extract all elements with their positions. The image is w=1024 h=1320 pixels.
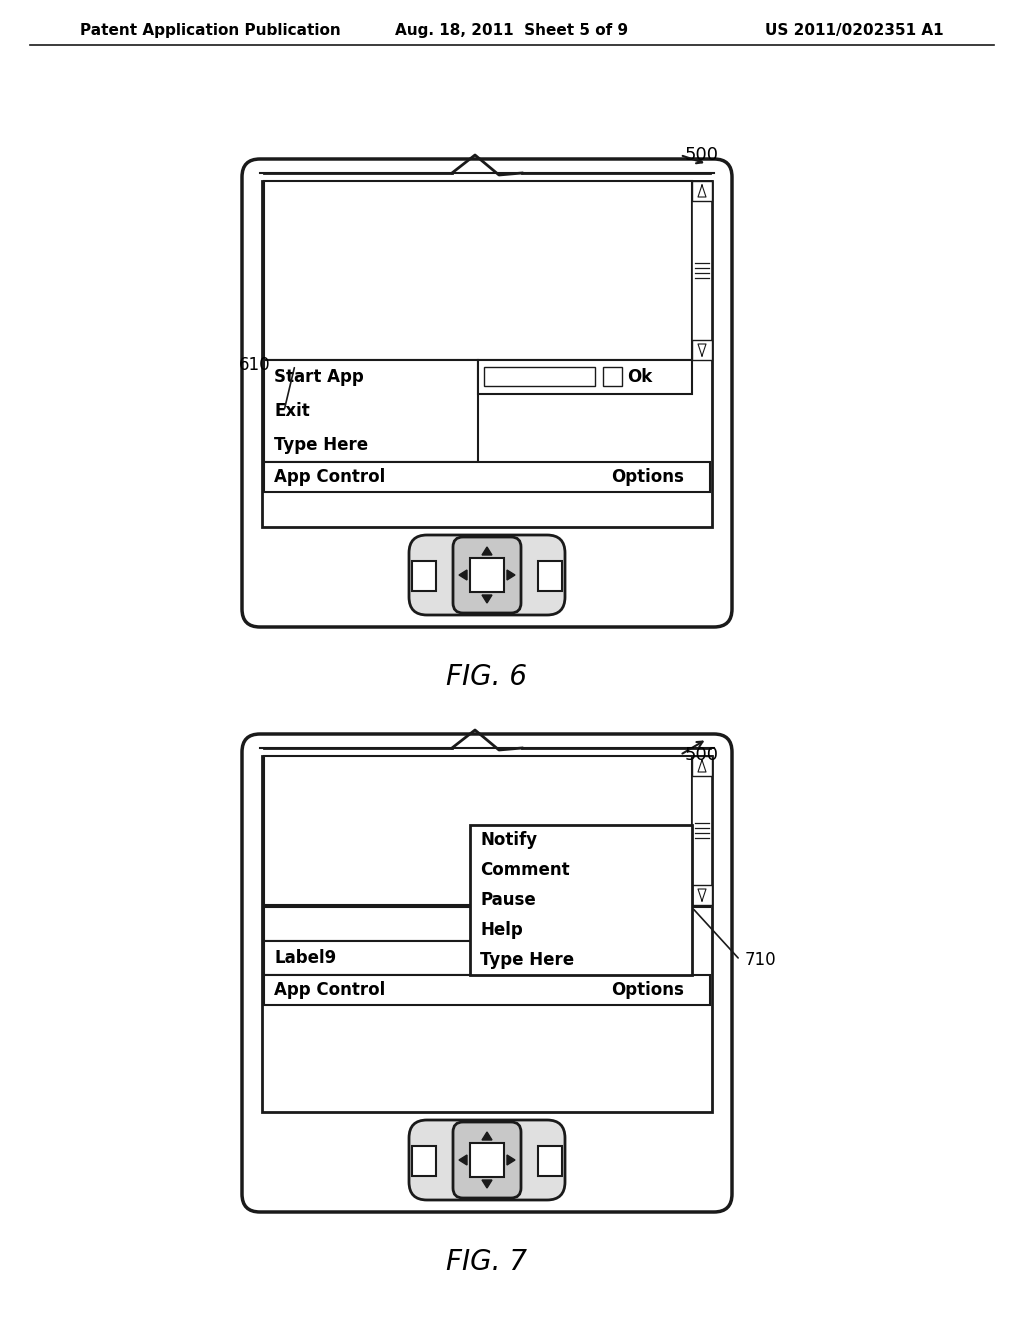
Bar xyxy=(262,181,712,527)
Polygon shape xyxy=(459,570,467,579)
Bar xyxy=(603,367,622,385)
Text: Notify: Notify xyxy=(480,832,538,849)
Bar xyxy=(692,756,712,906)
FancyBboxPatch shape xyxy=(453,1122,521,1199)
Text: Comment: Comment xyxy=(480,861,569,879)
Polygon shape xyxy=(482,1133,492,1140)
Bar xyxy=(264,181,692,360)
Bar xyxy=(262,756,712,1111)
Bar xyxy=(264,756,692,906)
Text: 610: 610 xyxy=(239,356,270,374)
Text: Type Here: Type Here xyxy=(274,436,368,454)
Text: US 2011/0202351 A1: US 2011/0202351 A1 xyxy=(765,22,944,37)
Text: Aug. 18, 2011  Sheet 5 of 9: Aug. 18, 2011 Sheet 5 of 9 xyxy=(395,22,629,37)
FancyBboxPatch shape xyxy=(453,537,521,612)
FancyBboxPatch shape xyxy=(409,1119,565,1200)
Bar xyxy=(692,884,712,906)
Polygon shape xyxy=(482,1180,492,1188)
Text: Exit: Exit xyxy=(274,403,309,420)
Text: App Control: App Control xyxy=(274,469,385,486)
Polygon shape xyxy=(459,1155,467,1166)
Bar xyxy=(470,1143,504,1177)
Text: Start App: Start App xyxy=(274,368,364,385)
Text: 500: 500 xyxy=(685,746,719,764)
Bar xyxy=(264,941,478,975)
Bar xyxy=(264,462,710,492)
Text: 710: 710 xyxy=(745,950,776,969)
Text: Help: Help xyxy=(480,921,522,939)
Bar xyxy=(538,561,562,591)
Bar xyxy=(692,756,712,776)
Text: Pause: Pause xyxy=(480,891,536,909)
Text: Label9: Label9 xyxy=(274,949,336,968)
Text: Ok: Ok xyxy=(627,368,652,385)
Bar xyxy=(538,1146,562,1176)
Text: FIG. 7: FIG. 7 xyxy=(446,1247,527,1276)
Bar xyxy=(692,341,712,360)
Bar xyxy=(470,558,504,591)
Bar xyxy=(412,1146,436,1176)
Polygon shape xyxy=(482,595,492,603)
Text: 500: 500 xyxy=(685,147,719,164)
Bar xyxy=(470,825,692,975)
FancyBboxPatch shape xyxy=(242,734,732,1212)
Bar xyxy=(264,907,478,941)
Polygon shape xyxy=(507,1155,515,1166)
Bar xyxy=(264,360,478,462)
Bar xyxy=(412,561,436,591)
Bar xyxy=(264,975,710,1005)
FancyBboxPatch shape xyxy=(409,535,565,615)
Bar xyxy=(484,367,595,385)
Polygon shape xyxy=(482,546,492,554)
Bar xyxy=(692,181,712,201)
Text: Type Here: Type Here xyxy=(480,950,574,969)
FancyBboxPatch shape xyxy=(242,158,732,627)
Text: Patent Application Publication: Patent Application Publication xyxy=(80,22,341,37)
Text: Options: Options xyxy=(611,469,684,486)
Text: FIG. 6: FIG. 6 xyxy=(446,663,527,690)
Text: App Control: App Control xyxy=(274,981,385,999)
Polygon shape xyxy=(507,570,515,579)
Bar xyxy=(692,181,712,360)
Text: Options: Options xyxy=(611,981,684,999)
Bar xyxy=(478,360,692,393)
